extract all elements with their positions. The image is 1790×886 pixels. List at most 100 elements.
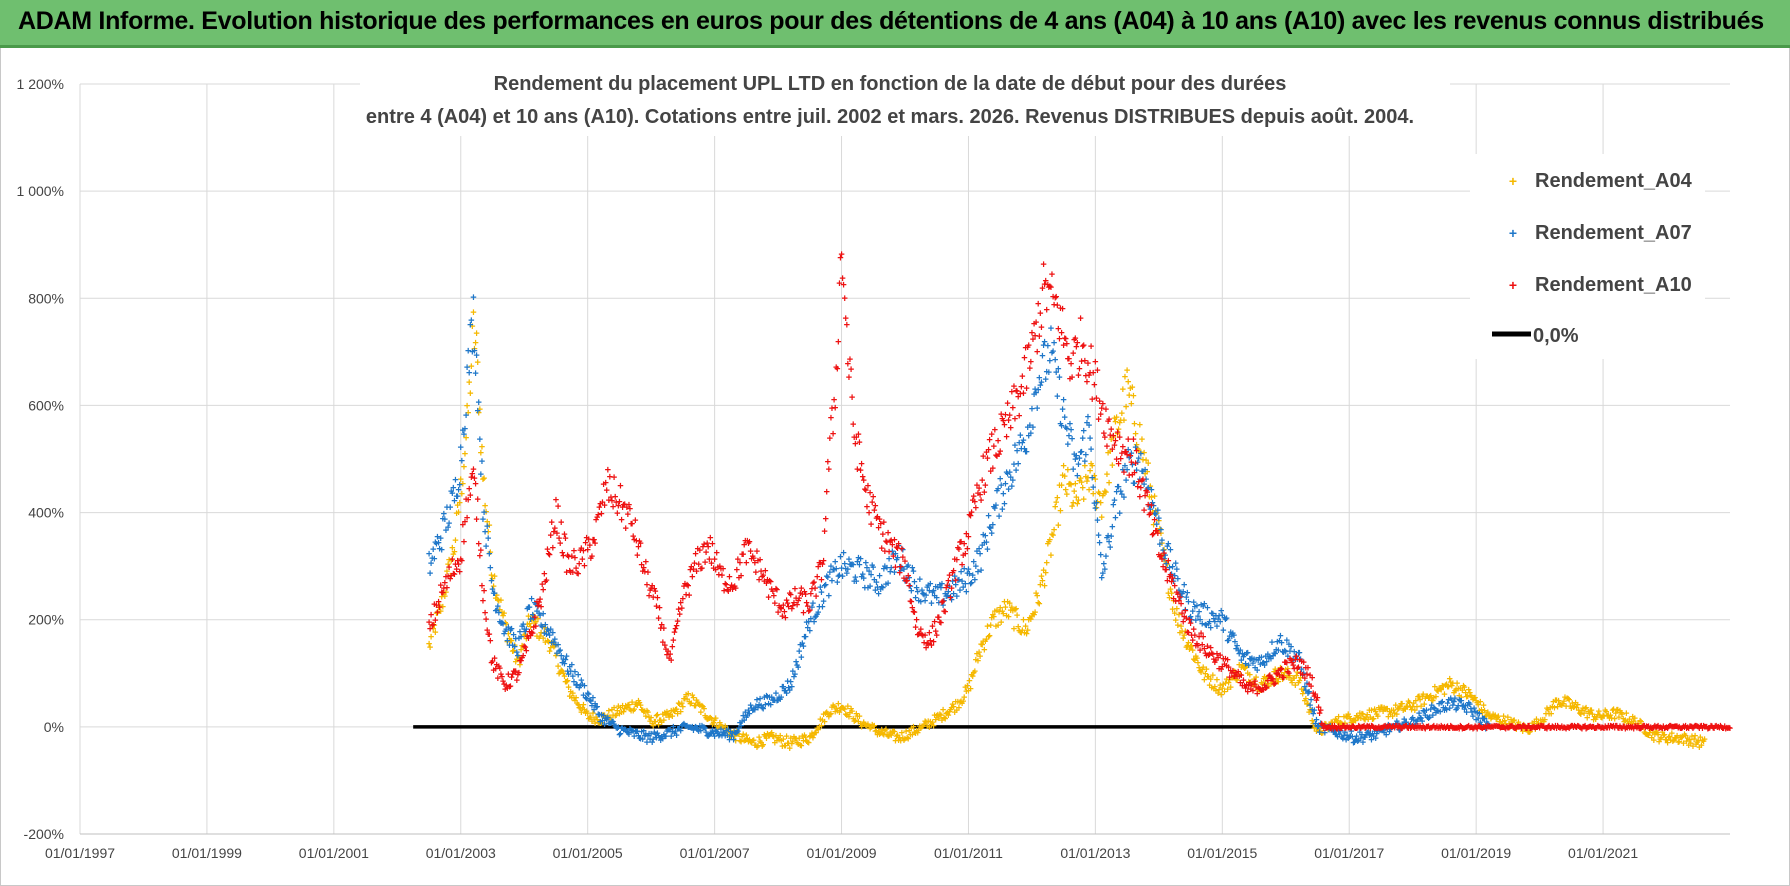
point-a04: + [780,734,786,746]
point-a07: + [553,640,559,652]
point-a04: + [1048,550,1054,562]
y-tick-label: 400% [28,505,64,521]
point-a07: + [477,434,483,446]
point-a10: + [562,533,568,545]
point-a04: + [1600,710,1606,722]
point-a04: + [1541,716,1547,728]
point-a04: + [510,645,516,657]
point-a04: + [1551,702,1557,714]
point-a07: + [502,626,508,638]
point-a04: + [1530,722,1536,734]
point-a04: + [1441,689,1447,701]
point-a07: + [508,624,514,636]
point-a04: + [1173,615,1179,627]
point-a04: + [1609,705,1615,717]
point-a04: + [564,676,570,688]
point-a04: + [1324,721,1330,733]
point-a04: + [637,700,643,712]
point-a04: + [478,447,484,459]
point-a04: + [908,723,914,735]
point-a04: + [708,714,714,726]
point-a04: + [449,543,455,555]
point-a04: + [763,733,769,745]
point-a04: + [1433,692,1439,704]
point-a04: + [1560,699,1566,711]
point-a04: + [1653,726,1659,738]
point-a04: + [977,651,983,663]
point-a04: + [1652,729,1658,741]
point-a07: + [826,590,832,602]
point-a04: + [1314,723,1320,735]
point-a04: + [1046,537,1052,549]
point-a04: + [546,646,552,658]
point-a10: + [849,392,855,404]
point-a04: + [1375,711,1381,723]
point-a04: + [824,707,830,719]
point-a04: + [459,488,465,500]
point-a04: + [1176,609,1182,621]
point-a07: + [1046,367,1052,379]
point-a04: + [827,710,833,722]
point-a04: + [620,707,626,719]
point-a04: + [1358,713,1364,725]
point-a04: + [1070,497,1076,509]
point-a04: + [1325,724,1331,736]
point-a04: + [576,702,582,714]
point-a04: + [430,623,436,635]
point-a04: + [1311,723,1317,735]
point-a04: + [1598,712,1604,724]
point-a04: + [1197,665,1203,677]
point-a04: + [803,736,809,748]
point-a04: + [1042,568,1048,580]
point-a04: + [1099,512,1105,524]
point-a04: + [1461,682,1467,694]
point-a04: + [746,734,752,746]
point-a10: + [821,526,827,538]
point-a04: + [1276,672,1282,684]
point-a07: + [563,651,569,663]
point-a04: + [1374,709,1380,721]
point-a04: + [1412,705,1418,717]
point-a04: + [426,639,432,651]
point-a04: + [1615,705,1621,717]
point-a04: + [1321,721,1327,733]
point-a04: + [1108,434,1114,446]
point-a04: + [561,671,567,683]
point-a04: + [550,638,556,650]
point-a04: + [1186,644,1192,656]
point-a04: + [1532,724,1538,736]
point-a04: + [480,474,486,486]
point-a07: + [551,637,557,649]
point-a04: + [1166,592,1172,604]
point-a04: + [1523,723,1529,735]
point-a04: + [959,698,965,710]
point-a04: + [941,712,947,724]
legend-marker-a07: + [1509,225,1517,241]
point-a04: + [1672,733,1678,745]
point-a04: + [1576,705,1582,717]
point-a10: + [1028,357,1034,369]
point-a04: + [1239,660,1245,672]
point-a07: + [433,539,439,551]
point-a04: + [1079,483,1085,495]
point-a07: + [480,514,486,526]
x-tick-label: 01/01/2007 [680,845,750,861]
point-a04: + [581,704,587,716]
point-a10: + [938,618,944,630]
point-a04: + [838,703,844,715]
point-a07: + [487,563,493,575]
point-a04: + [1617,706,1623,718]
point-a04: + [964,680,970,692]
point-a04: + [707,713,713,725]
point-a04: + [985,632,991,644]
point-a07: + [458,442,464,454]
point-a04: + [998,617,1004,629]
point-a04: + [1211,684,1217,696]
point-a04: + [748,737,754,749]
point-a04: + [1063,485,1069,497]
point-a04: + [1220,679,1226,691]
point-a04: + [565,682,571,694]
point-a04: + [1473,696,1479,708]
point-a04: + [724,724,730,736]
point-a04: + [991,612,997,624]
